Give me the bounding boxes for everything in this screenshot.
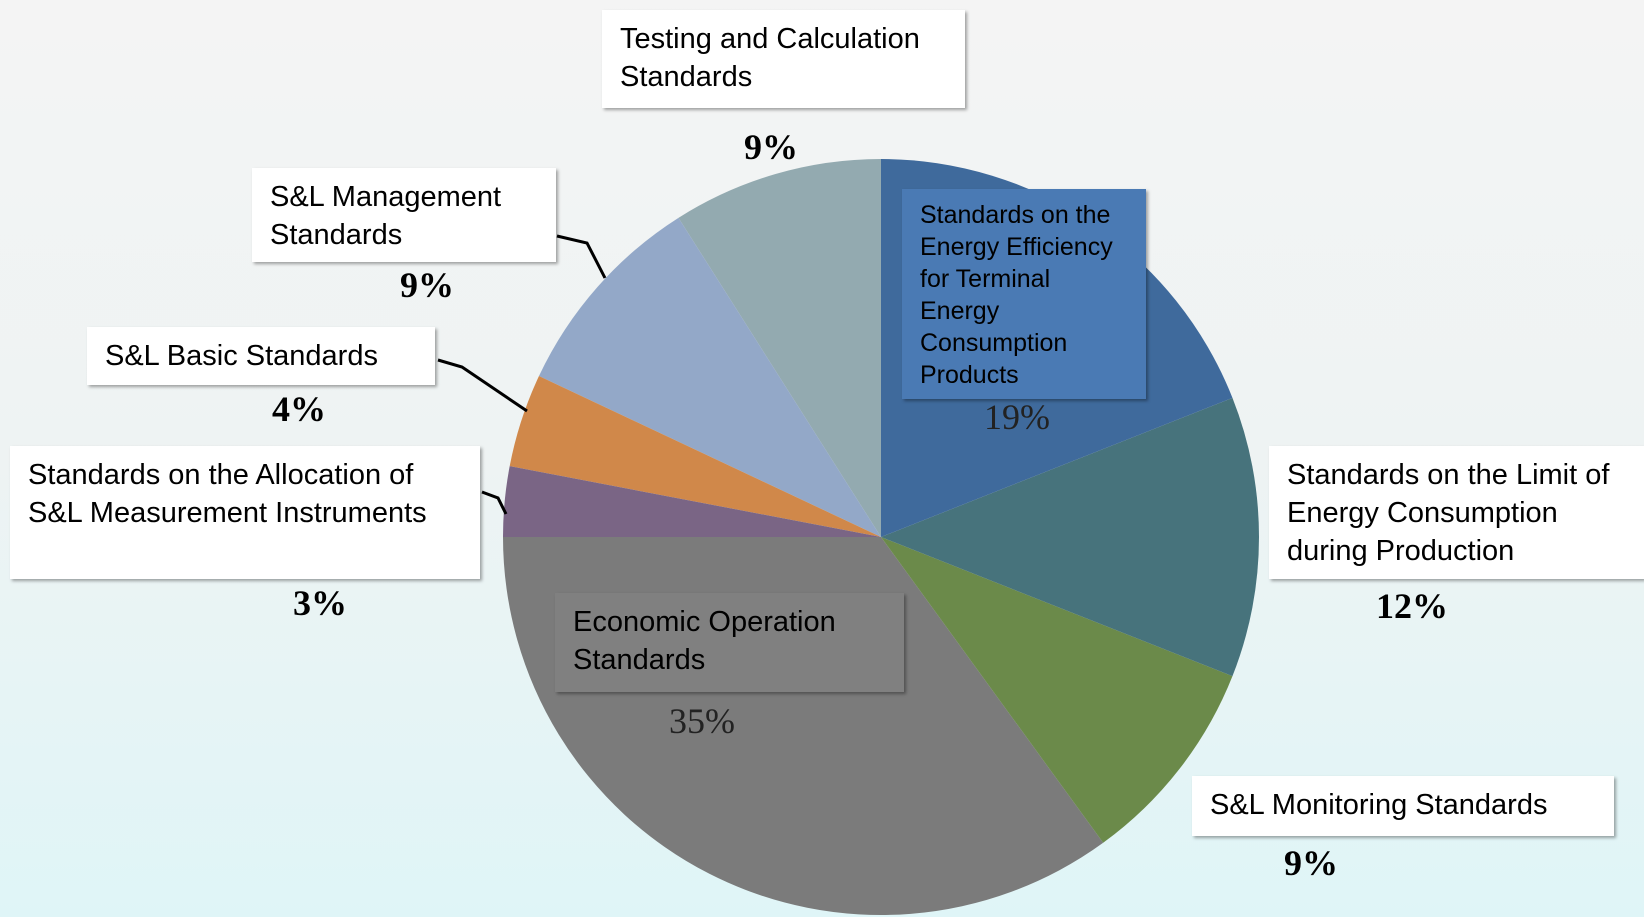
value-label: 35% [669, 701, 735, 741]
value-label: 19% [984, 397, 1050, 437]
category-label: Standards on the Limit of Energy Consump… [1269, 446, 1644, 579]
category-label: Standards on the Allocation of S&L Measu… [10, 446, 480, 579]
value-label: 9% [1284, 843, 1338, 883]
category-label: S&L Basic Standards [87, 327, 435, 385]
category-label: S&L Monitoring Standards [1192, 776, 1614, 836]
pie-slice [509, 376, 881, 537]
pie-slice [881, 397, 1259, 677]
pie-slice [881, 537, 1233, 843]
category-label: S&L Management Standards [252, 168, 556, 262]
category-label: Testing and Calculation Standards [602, 10, 965, 108]
value-label: 3% [293, 583, 347, 623]
value-label: 4% [272, 389, 326, 429]
pie-slice [678, 159, 881, 537]
leader-line [437, 358, 528, 413]
pie-slice [538, 217, 881, 537]
category-label: Standards on the Energy Efficiency for T… [902, 189, 1146, 399]
pie-slice [503, 466, 881, 537]
value-label: 9% [744, 127, 798, 167]
category-label: Economic Operation Standards [555, 593, 904, 692]
leader-line [556, 234, 607, 279]
value-label: 12% [1376, 586, 1448, 626]
leader-line [481, 490, 508, 515]
value-label: 9% [400, 265, 454, 305]
